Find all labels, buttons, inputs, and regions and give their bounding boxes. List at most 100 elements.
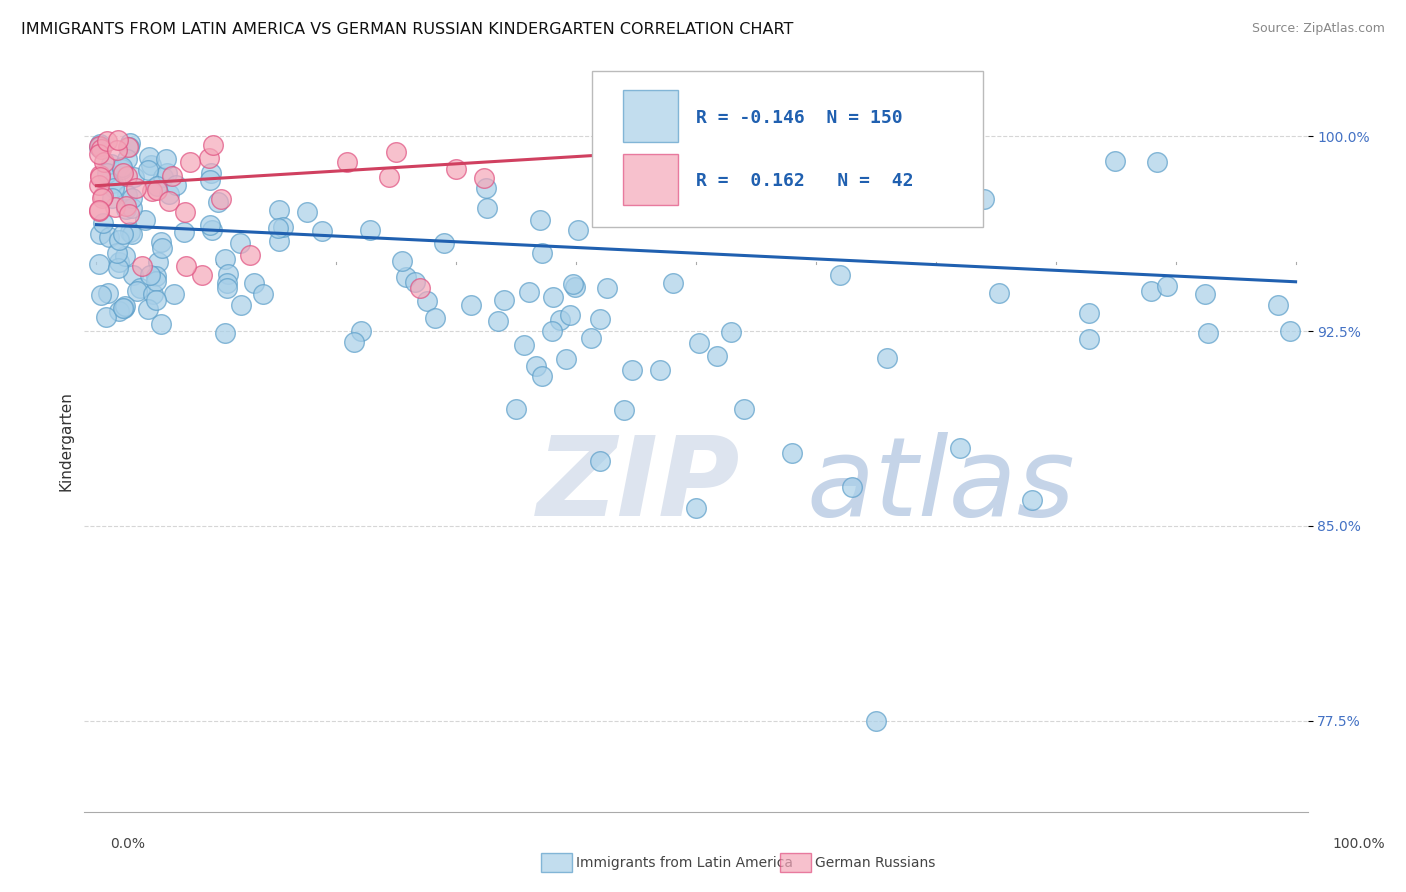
- Point: [512, 338, 534, 352]
- Point: [932, 133, 955, 147]
- Point: [122, 268, 145, 283]
- Point: [97, 286, 120, 301]
- Point: [267, 220, 290, 235]
- Point: [1139, 285, 1161, 299]
- Point: [350, 324, 373, 338]
- Text: atlas: atlas: [806, 433, 1074, 540]
- Point: [229, 235, 252, 250]
- Point: [96, 165, 118, 179]
- Point: [648, 363, 671, 377]
- Point: [841, 480, 863, 494]
- Point: [87, 204, 110, 219]
- Point: [472, 170, 495, 185]
- Point: [917, 138, 939, 153]
- Point: [201, 223, 224, 237]
- Point: [90, 142, 112, 156]
- Bar: [623, 153, 678, 205]
- Point: [662, 277, 685, 291]
- Point: [613, 403, 636, 417]
- Point: [876, 351, 898, 365]
- Point: [146, 178, 169, 193]
- Point: [1021, 493, 1043, 508]
- Point: [733, 402, 755, 417]
- Point: [197, 151, 219, 165]
- Point: [562, 277, 585, 291]
- Point: [486, 314, 509, 328]
- Point: [131, 259, 153, 273]
- Point: [215, 281, 238, 295]
- Point: [706, 349, 728, 363]
- Point: [111, 301, 134, 315]
- Y-axis label: Kindergarten: Kindergarten: [58, 392, 73, 491]
- Point: [134, 212, 156, 227]
- Point: [231, 298, 253, 312]
- Point: [89, 170, 111, 185]
- Point: [111, 227, 134, 241]
- Text: 0.0%: 0.0%: [110, 837, 145, 851]
- Point: [91, 188, 114, 202]
- Point: [548, 313, 571, 327]
- Text: R =  0.162   N =  42: R = 0.162 N = 42: [696, 172, 914, 191]
- Point: [530, 369, 553, 384]
- Point: [125, 180, 148, 194]
- Point: [1104, 154, 1126, 169]
- Point: [987, 286, 1010, 301]
- Point: [87, 256, 110, 270]
- Point: [150, 235, 173, 249]
- Point: [214, 326, 236, 341]
- Point: [900, 136, 922, 151]
- Point: [160, 169, 183, 184]
- FancyBboxPatch shape: [592, 71, 983, 227]
- Point: [530, 246, 553, 260]
- Point: [409, 281, 432, 295]
- Point: [207, 195, 229, 210]
- Point: [141, 184, 163, 198]
- Point: [90, 191, 112, 205]
- Point: [524, 359, 547, 373]
- Point: [115, 199, 138, 213]
- Point: [115, 188, 138, 202]
- Point: [117, 169, 139, 184]
- Point: [720, 325, 742, 339]
- Point: [173, 225, 195, 239]
- Point: [377, 169, 399, 184]
- Point: [90, 288, 112, 302]
- Point: [688, 336, 710, 351]
- Point: [404, 275, 426, 289]
- Point: [564, 280, 586, 294]
- Point: [101, 191, 124, 205]
- Point: [87, 178, 110, 192]
- Point: [209, 192, 232, 206]
- Point: [174, 205, 197, 219]
- Point: [165, 178, 187, 192]
- Point: [97, 229, 120, 244]
- Point: [589, 311, 612, 326]
- Point: [101, 176, 124, 190]
- Text: German Russians: German Russians: [815, 855, 936, 870]
- Point: [152, 169, 174, 184]
- Point: [138, 301, 160, 316]
- Point: [202, 137, 225, 152]
- Point: [138, 150, 160, 164]
- Point: [1278, 324, 1301, 338]
- Point: [385, 145, 408, 160]
- Point: [100, 157, 122, 171]
- Point: [433, 235, 456, 250]
- Point: [1194, 286, 1216, 301]
- Point: [217, 276, 239, 290]
- Point: [124, 170, 146, 185]
- Point: [529, 212, 551, 227]
- Point: [105, 246, 128, 260]
- Point: [163, 287, 186, 301]
- Point: [912, 153, 935, 167]
- Point: [517, 285, 540, 300]
- Point: [118, 136, 141, 150]
- Point: [121, 191, 143, 205]
- Point: [423, 311, 446, 326]
- Point: [94, 310, 117, 324]
- Point: [444, 161, 467, 176]
- Point: [191, 268, 214, 283]
- Point: [395, 269, 418, 284]
- Point: [560, 309, 582, 323]
- Point: [541, 290, 564, 304]
